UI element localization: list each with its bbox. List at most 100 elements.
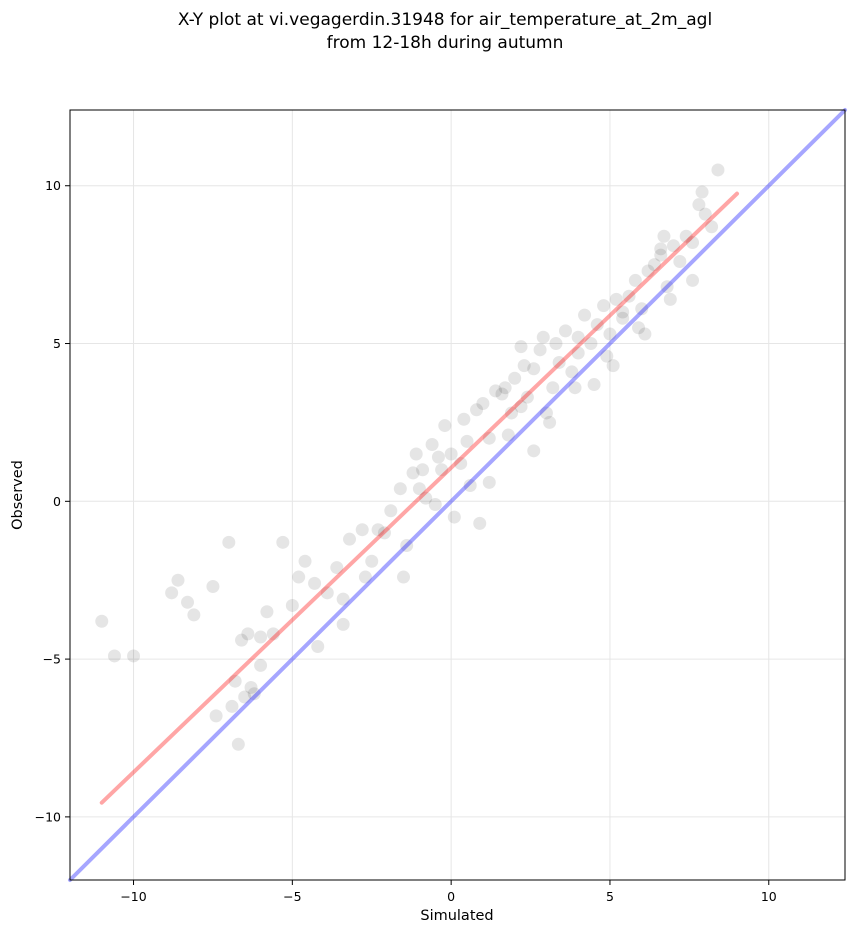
data-point xyxy=(311,639,325,653)
data-point xyxy=(476,396,490,410)
y-tick-label: −5 xyxy=(43,652,61,667)
data-point xyxy=(546,381,560,395)
data-point xyxy=(225,699,239,713)
data-point xyxy=(416,463,430,477)
data-point xyxy=(107,649,121,663)
data-point xyxy=(501,428,515,442)
data-points xyxy=(95,163,725,751)
x-axis-label: Simulated xyxy=(420,908,493,924)
data-point xyxy=(603,327,617,341)
chart-title-line-2: from 12-18h during autumn xyxy=(327,33,564,53)
data-point xyxy=(336,617,350,631)
data-point xyxy=(419,491,433,505)
data-point xyxy=(171,573,185,587)
data-point xyxy=(343,532,357,546)
data-point xyxy=(597,299,611,313)
data-point xyxy=(254,630,268,644)
data-point xyxy=(616,305,630,319)
data-point xyxy=(517,359,531,373)
data-point xyxy=(498,381,512,395)
plot-frame xyxy=(69,109,846,881)
data-point xyxy=(590,318,604,332)
data-point xyxy=(320,586,334,600)
data-point xyxy=(400,538,414,552)
data-point xyxy=(527,362,541,376)
data-point xyxy=(533,343,547,357)
data-point xyxy=(647,258,661,272)
data-point xyxy=(228,674,242,688)
data-point xyxy=(181,595,195,609)
data-point xyxy=(95,614,109,628)
data-point xyxy=(266,627,280,641)
data-point xyxy=(495,387,509,401)
data-point xyxy=(654,242,668,256)
data-point xyxy=(308,576,322,590)
axis-ticks: −10 −5 0 5 10 −10 −5 0 5 10 xyxy=(35,178,777,904)
data-point xyxy=(641,264,655,278)
data-point xyxy=(231,737,245,751)
data-point xyxy=(336,592,350,606)
data-point xyxy=(489,384,503,398)
data-point xyxy=(425,438,439,452)
data-point xyxy=(695,185,709,199)
data-point xyxy=(330,561,344,575)
data-point xyxy=(666,239,680,253)
data-point xyxy=(508,371,522,385)
data-point xyxy=(686,273,700,287)
data-point xyxy=(514,340,528,354)
data-point xyxy=(616,311,630,325)
data-point xyxy=(663,292,677,306)
data-point xyxy=(654,248,668,262)
data-point xyxy=(127,649,141,663)
data-point xyxy=(470,403,484,417)
data-point xyxy=(457,412,471,426)
identity-line xyxy=(68,108,847,882)
data-point xyxy=(628,273,642,287)
reference-lines xyxy=(68,108,847,882)
data-point xyxy=(552,355,566,369)
data-point xyxy=(711,163,725,177)
data-point xyxy=(460,434,474,448)
data-point xyxy=(247,687,261,701)
data-point xyxy=(609,292,623,306)
data-point xyxy=(447,510,461,524)
data-point xyxy=(276,535,290,549)
data-point xyxy=(587,378,601,392)
data-point xyxy=(679,229,693,243)
data-point xyxy=(565,365,579,379)
data-point xyxy=(571,346,585,360)
data-point xyxy=(238,690,252,704)
x-tick-label: −5 xyxy=(283,889,301,904)
data-point xyxy=(165,586,179,600)
data-point xyxy=(397,570,411,584)
data-point xyxy=(371,523,385,537)
data-point xyxy=(254,658,268,672)
data-point xyxy=(365,554,379,568)
grid-lines xyxy=(70,110,845,880)
x-tick-label: 5 xyxy=(606,889,614,904)
data-point xyxy=(222,535,236,549)
data-point xyxy=(549,337,563,351)
data-point xyxy=(438,419,452,433)
data-point xyxy=(600,349,614,363)
chart-title-line-1: X-Y plot at vi.vegagerdin.31948 for air_… xyxy=(178,10,712,30)
data-point xyxy=(406,466,420,480)
data-point xyxy=(209,709,223,723)
x-tick-label: 10 xyxy=(761,889,777,904)
data-point xyxy=(578,308,592,322)
data-point xyxy=(431,450,445,464)
data-point xyxy=(606,359,620,373)
data-point xyxy=(206,580,220,594)
y-tick-label: 10 xyxy=(45,178,61,193)
data-point xyxy=(520,390,534,404)
data-point xyxy=(454,456,468,470)
data-point xyxy=(527,444,541,458)
data-point xyxy=(241,627,255,641)
data-point xyxy=(635,302,649,316)
data-point xyxy=(584,337,598,351)
data-point xyxy=(244,681,258,694)
data-point xyxy=(632,321,646,335)
data-point xyxy=(473,516,487,530)
data-point xyxy=(292,570,306,584)
data-point xyxy=(657,229,671,243)
